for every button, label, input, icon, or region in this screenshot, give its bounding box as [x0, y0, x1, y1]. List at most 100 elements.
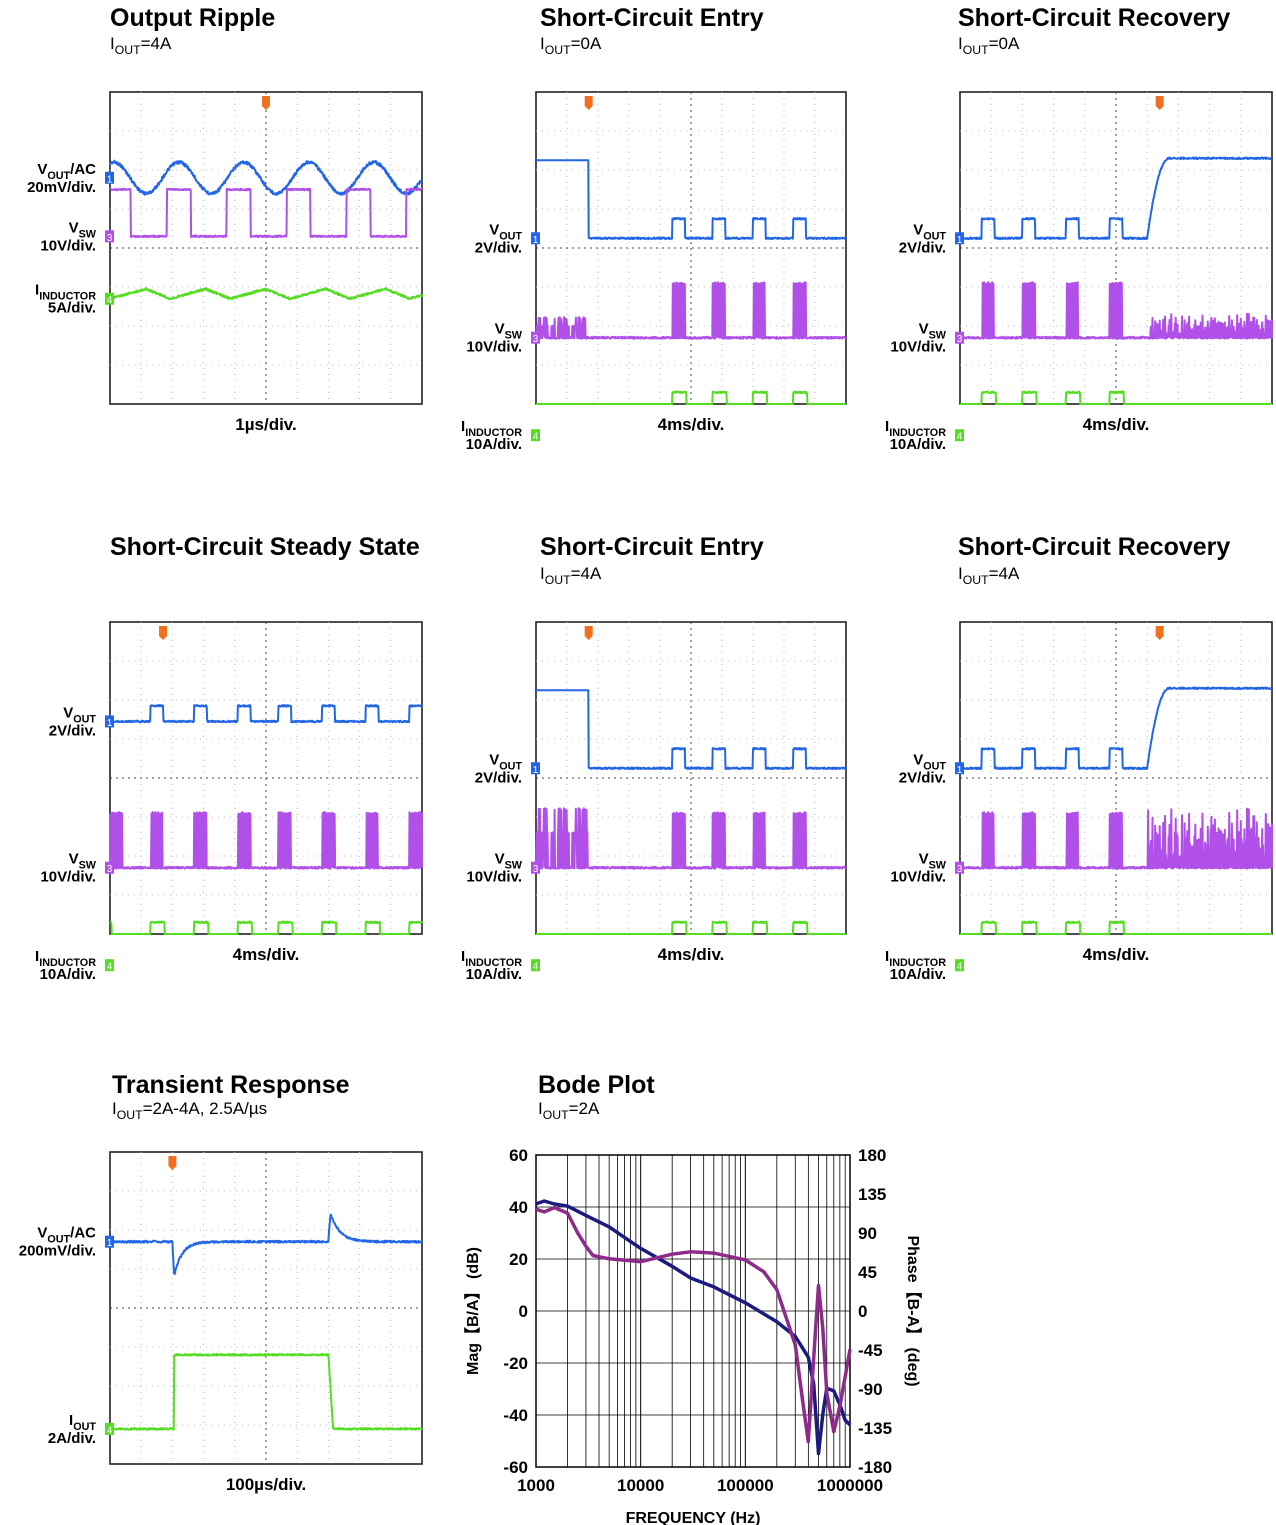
panel-subtitle-sub: OUT: [963, 43, 989, 57]
scope-screen: 14: [105, 1151, 423, 1465]
channel-label: VOUT: [489, 751, 522, 772]
channel-marker-icon: [955, 762, 964, 775]
channel-label: IOUT: [69, 1412, 96, 1433]
channel-label-rest: /AC: [70, 1225, 96, 1242]
y-tick-right: -45: [858, 1341, 883, 1360]
trace-sw: [535, 807, 847, 870]
channel-label-main: I: [885, 418, 889, 435]
channel-label: VOUT/AC: [37, 1225, 96, 1246]
channel-marker-number: 4: [107, 295, 113, 306]
channel-marker-icon: [105, 171, 114, 184]
scope-panel-5: Short-Circuit EntryIOUT=4A134VOUT2V/div.…: [461, 533, 847, 983]
channel-label: IINDUCTOR: [35, 282, 96, 303]
trace-inductor: [535, 390, 847, 405]
channel-marker-icon: [955, 959, 964, 972]
channel-marker-icon: [531, 762, 540, 775]
channel-label-main: I: [35, 282, 39, 299]
channel-marker-icon: [105, 959, 114, 972]
channel-label: IINDUCTOR: [885, 948, 946, 969]
x-tick: 1000000: [817, 1476, 883, 1495]
y-tick-left: 0: [519, 1302, 528, 1321]
timebase-label: 4ms/div.: [233, 945, 300, 964]
channel-marker-number: 1: [533, 765, 539, 776]
channel-label-main: V: [913, 221, 923, 238]
y-axis-label-left: Mag【B/A】 (dB): [464, 1247, 482, 1375]
y-tick-right: 135: [858, 1185, 886, 1204]
channel-marker-icon: [955, 429, 964, 442]
trace-inductor: [535, 920, 847, 935]
channel-marker-number: 1: [957, 235, 963, 246]
y-tick-right: -135: [858, 1419, 892, 1438]
channel-label: IINDUCTOR: [461, 948, 522, 969]
channel-marker-number: 1: [533, 235, 539, 246]
trigger-marker-icon: [1155, 626, 1164, 640]
channel-label-main: I: [35, 948, 39, 965]
channel-label-sub: SW: [505, 860, 523, 872]
channel-label: VSW: [69, 851, 97, 872]
channel-label-main: V: [919, 851, 929, 868]
channel-label-rest: /AC: [70, 161, 96, 178]
channel-scale: 20mV/div.: [27, 179, 96, 196]
panel-subtitle: IOUT=4A: [958, 564, 1020, 587]
channel-scale: 10A/div.: [466, 436, 522, 453]
timebase-label: 4ms/div.: [658, 945, 725, 964]
trigger-marker-icon: [584, 96, 593, 110]
panel-subtitle-sub: OUT: [963, 573, 989, 587]
x-axis-label: FREQUENCY (Hz): [626, 1510, 761, 1525]
panel-title: Short-Circuit Recovery: [958, 4, 1230, 32]
phase-series: [535, 1205, 852, 1444]
trace-out: [109, 1213, 423, 1275]
channel-marker-number: 1: [107, 1238, 113, 1249]
channel-scale: 10A/div.: [40, 966, 96, 983]
channel-marker-number: 1: [107, 174, 113, 185]
channel-marker-icon: [531, 429, 540, 442]
scope-panel-2: Short-Circuit EntryIOUT=0A134VOUT2V/div.…: [461, 4, 847, 453]
channel-scale: 10V/div.: [466, 339, 522, 356]
channel-marker-icon: [955, 232, 964, 245]
trace-out: [535, 159, 847, 240]
y-tick-right: 45: [858, 1263, 877, 1282]
panel-title: Output Ripple: [110, 4, 275, 32]
channel-label-sub: INDUCTOR: [889, 427, 946, 439]
channel-label-sub: OUT: [47, 1234, 70, 1246]
trigger-marker-icon: [1155, 96, 1164, 110]
trace-inductor: [959, 920, 1273, 935]
y-axis-label-right: Phase【B-A】 (deg): [904, 1235, 922, 1386]
trigger-marker-icon: [262, 96, 270, 110]
channel-label-sub: SW: [505, 330, 523, 342]
channel-label-main: V: [495, 321, 505, 338]
channel-marker-icon: [531, 861, 540, 874]
trigger-marker-icon: [584, 626, 593, 640]
scope-panel-3: Short-Circuit RecoveryIOUT=0A134VOUT2V/d…: [885, 4, 1273, 453]
trace-out: [959, 686, 1273, 770]
channel-marker-icon: [955, 331, 964, 344]
channel-scale: 5A/div.: [48, 300, 96, 317]
channel-marker-icon: [105, 230, 114, 243]
channel-marker-number: 4: [957, 962, 963, 973]
channel-label-sub: INDUCTOR: [39, 957, 96, 969]
panel-subtitle-main: I: [958, 34, 963, 53]
trace-out: [109, 1353, 423, 1431]
channel-scale: 10V/div.: [890, 339, 946, 356]
timebase-label: 4ms/div.: [1083, 415, 1150, 434]
scope-panel-6: Short-Circuit RecoveryIOUT=4A134VOUT2V/d…: [885, 533, 1273, 983]
scope-screen: 1 3 4: [955, 621, 1273, 973]
trace-out: [109, 159, 423, 196]
bode-title: Bode Plot: [538, 1071, 655, 1099]
channel-label-sub: INDUCTOR: [465, 427, 522, 439]
timebase-label: 100µs/div.: [226, 1475, 306, 1494]
channel-scale: 2V/div.: [475, 239, 522, 256]
channel-label-main: V: [37, 161, 47, 178]
trace-out: [535, 689, 847, 770]
channel-scale: 2V/div.: [899, 239, 946, 256]
channel-label-main: I: [885, 948, 889, 965]
scope-screen: 1 3 4: [531, 91, 847, 443]
channel-marker-number: 4: [107, 1425, 113, 1436]
channel-label: VOUT: [913, 751, 946, 772]
panel-subtitle: IOUT=4A: [540, 564, 602, 587]
channel-label: VSW: [495, 321, 523, 342]
x-tick: 1000: [517, 1476, 555, 1495]
channel-marker-number: 3: [533, 864, 539, 875]
bode-subtitle-main: I: [538, 1099, 543, 1118]
